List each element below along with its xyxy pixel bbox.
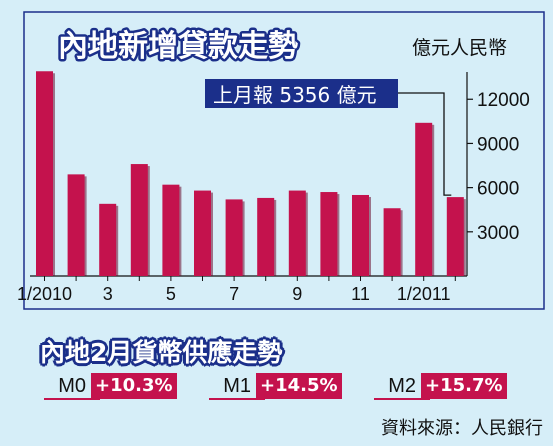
bar [194,190,211,276]
x-tick-label: 11 [351,284,370,304]
bar [257,197,275,276]
supply-m0-value: +10.3% [91,373,177,399]
bar [383,208,401,276]
bar [36,71,53,276]
supply-m1-value: +14.5% [256,373,342,399]
bar [446,197,464,276]
bar [320,192,338,276]
supply-m2-label: M2 [388,375,416,397]
y-unit-label: 億元人民幣 [412,37,507,59]
x-tick-label: 9 [292,284,302,304]
y-tick-label: 12000 [477,90,530,111]
supply-m2-value: +15.7% [421,373,507,399]
money-supply-row: M0 +10.3% M1 +14.5% M2 +15.7% [0,373,553,400]
bar [288,190,306,276]
y-ticks: 3000 6000 9000 12000 [467,90,530,244]
bar [99,203,117,276]
bar [162,184,180,276]
bar [415,122,433,276]
x-tick-label: 3 [103,284,113,304]
bar [130,164,148,276]
bar [352,194,369,276]
y-tick-label: 9000 [477,134,519,155]
x-tick-label: 5 [166,284,176,304]
x-ticks: 1/2010 3 5 7 9 11 1/2011 [17,276,456,304]
chart-title: 內地新增貸款走勢 [58,29,298,64]
bar [225,199,243,276]
supply-m1-label: M1 [223,375,251,397]
supply-m0-label: M0 [58,375,86,397]
bars [36,71,466,276]
supply-m0-underline [44,398,100,400]
supply-m1-underline [209,398,265,400]
callout-box [205,79,398,108]
x-tick-label: 1/2010 [17,284,72,304]
x-tick-label: 1/2011 [397,284,451,304]
x-tick-label: 7 [229,284,239,304]
callout-text: 上月報 5356 億元 [213,83,377,107]
y-tick-label: 3000 [477,223,519,244]
money-supply-title: 內地2月貨幣供應走勢 [40,338,283,367]
source-note: 資料來源：人民銀行 [381,418,543,439]
callout-leader-line [398,92,452,196]
y-tick-label: 6000 [477,179,519,200]
bar [67,174,85,276]
supply-m2-underline [374,398,430,400]
